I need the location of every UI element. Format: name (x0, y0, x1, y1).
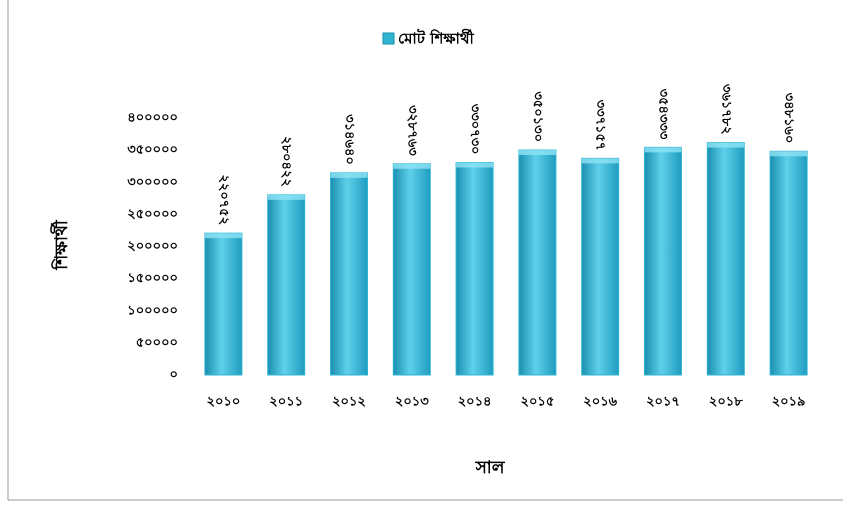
bar-top (707, 142, 745, 148)
data-label: ৩৫০১৩০ (530, 91, 545, 142)
bar-top (770, 151, 808, 157)
x-tick-label: ২০১৭ (646, 395, 680, 410)
data-label: ৩৬১৭৮২ (718, 84, 733, 135)
y-tick-label: ৫০০০০ (136, 335, 178, 350)
data-label: ২২০৭৫২ (216, 174, 231, 225)
x-tick-label: ২০১২ (332, 395, 366, 410)
bar (455, 162, 494, 376)
bar-top (330, 172, 368, 178)
bar-top (204, 233, 242, 239)
data-label: ৩৩৭১৫৭ (593, 100, 608, 151)
data-label: ৩২৮৭৬৩ (404, 105, 419, 156)
y-tick-label: ৪০০০০০ (127, 111, 178, 126)
x-tick-label: ২০১৩ (395, 395, 429, 410)
x-tick-label: ২০১১ (269, 395, 303, 410)
y-tick-label: ০ (170, 368, 178, 383)
y-tick-label: ১৫০০০০ (127, 271, 178, 286)
data-label: ২৮০৪২২ (279, 136, 294, 187)
x-tick-label: ২০১৫ (521, 395, 555, 410)
bar-top (267, 194, 305, 200)
bar (581, 157, 620, 376)
bar-top (518, 150, 556, 156)
bar-top (581, 158, 619, 164)
legend-label: মোট শিক্ষার্থী (398, 29, 475, 48)
bar (204, 232, 243, 376)
bar (644, 146, 682, 376)
bar (706, 142, 745, 376)
bar-top (644, 147, 682, 153)
y-tick-label: ৩০০০০০ (127, 175, 178, 190)
x-tick-label: ২০১৮ (709, 395, 743, 410)
bar (392, 163, 431, 376)
y-tick-label: ১০০০০০ (127, 303, 178, 318)
data-label: ৩৩০৭৩০ (467, 104, 482, 155)
legend-swatch (382, 32, 395, 45)
bar (769, 150, 808, 376)
data-label: ৩৫৪৩৩৩ (656, 89, 671, 140)
x-tick-label: ২০১৪ (458, 395, 492, 410)
y-axis-label: শিক্ষার্থী (50, 219, 72, 271)
data-label: ৩৪৮১৬০ (781, 93, 796, 144)
bar (518, 149, 557, 376)
y-tick-label: ২৫০০০০ (127, 207, 178, 222)
bar-top (456, 162, 494, 168)
bar-top (393, 163, 431, 169)
x-tick-label: ২০১৬ (583, 395, 617, 410)
data-label: ৩১৪৬৪০ (342, 114, 357, 165)
bar (267, 194, 306, 376)
y-tick-label: ৩৫০০০০ (127, 143, 178, 158)
x-tick-label: ২০১০ (207, 395, 241, 410)
y-tick-label: ২০০০০০ (127, 239, 178, 254)
x-axis-label: সাল (475, 458, 506, 478)
bar (330, 172, 368, 376)
x-tick-label: ২০১৯ (772, 395, 806, 410)
